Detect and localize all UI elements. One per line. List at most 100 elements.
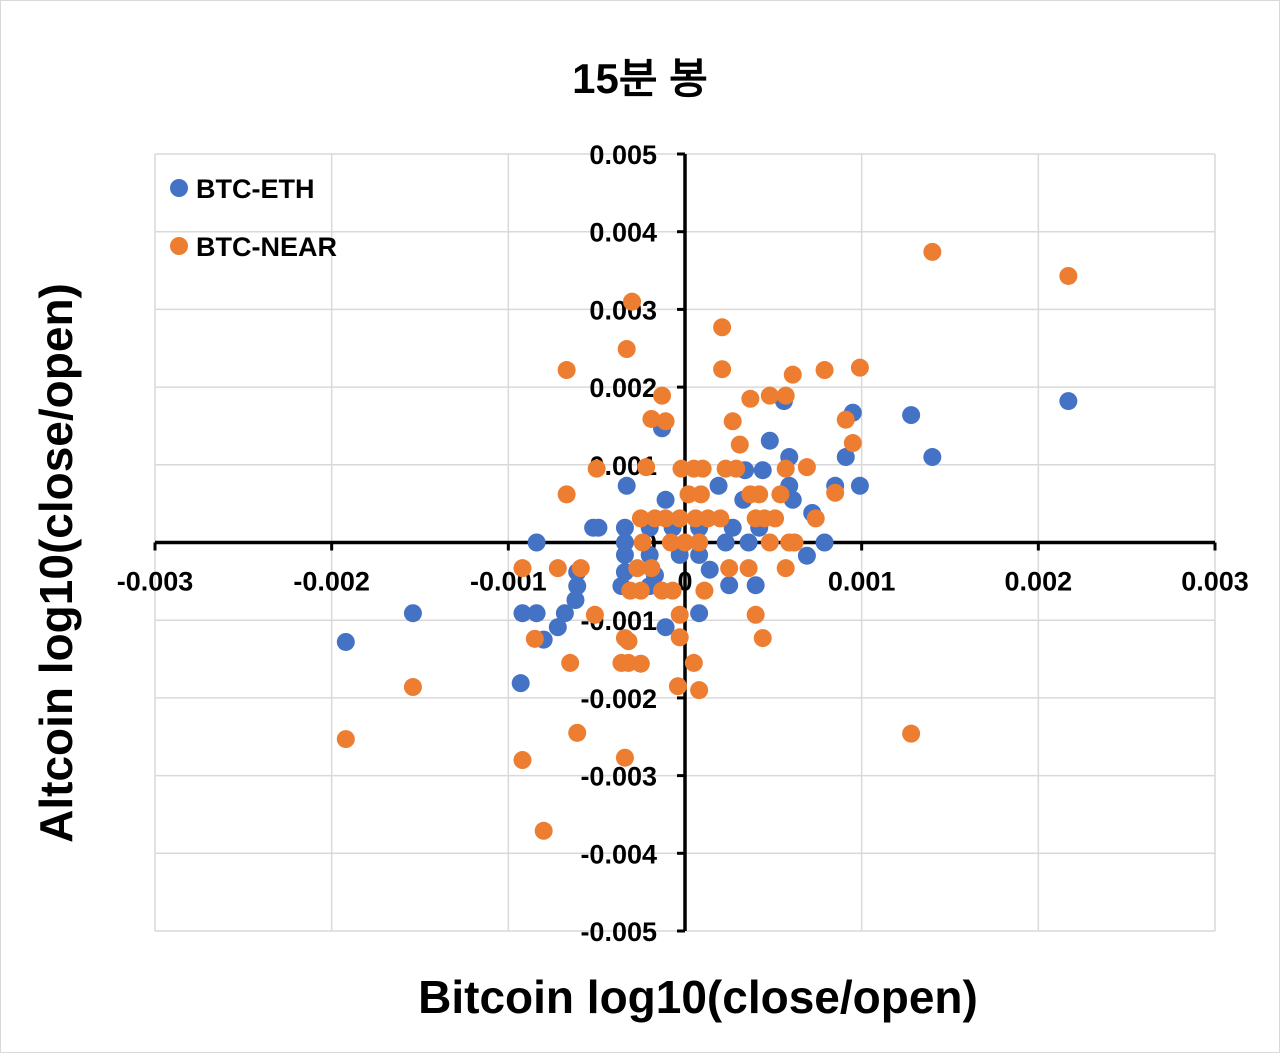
data-point-btc-near	[693, 459, 712, 478]
data-point-btc-near	[686, 509, 705, 528]
x-tick-label: 0.002	[1005, 567, 1073, 597]
x-axis-title: Bitcoin log10(close/open)	[418, 971, 978, 1023]
data-point-btc-near	[585, 605, 604, 624]
x-tick-label: 0.001	[828, 567, 896, 597]
data-point-btc-eth	[1059, 392, 1078, 411]
data-point-btc-near	[797, 458, 816, 477]
data-point-btc-near	[619, 632, 638, 651]
data-points	[336, 242, 1078, 840]
y-tick-label: -0.005	[580, 917, 657, 947]
data-point-btc-near	[633, 533, 652, 552]
data-point-btc-near	[631, 581, 650, 600]
data-point-btc-near	[534, 821, 553, 840]
data-point-btc-near	[679, 485, 698, 504]
data-point-btc-eth	[615, 545, 634, 564]
data-point-btc-near	[672, 459, 691, 478]
data-point-btc-near	[741, 389, 760, 408]
data-point-btc-near	[806, 509, 825, 528]
x-tick-label: 0.003	[1181, 567, 1249, 597]
data-point-btc-near	[1059, 266, 1078, 285]
data-point-btc-near	[727, 459, 746, 478]
data-point-btc-near	[663, 581, 682, 600]
legend-marker-btc-eth	[170, 179, 188, 197]
legend-label-btc-eth: BTC-ETH	[196, 174, 314, 204]
data-point-btc-near	[843, 434, 862, 453]
data-point-btc-eth	[760, 431, 779, 450]
data-point-btc-near	[760, 533, 779, 552]
data-point-btc-near	[730, 435, 749, 454]
data-point-btc-near	[771, 485, 790, 504]
data-point-btc-near	[403, 678, 422, 697]
data-point-btc-near	[766, 509, 785, 528]
data-point-btc-eth	[690, 545, 709, 564]
data-point-btc-near	[656, 509, 675, 528]
y-tick-label: -0.004	[580, 839, 657, 869]
data-point-btc-near	[815, 361, 834, 380]
data-point-btc-eth	[902, 406, 921, 425]
data-point-btc-eth	[548, 618, 567, 637]
data-point-btc-eth	[589, 518, 608, 537]
data-point-btc-eth	[656, 490, 675, 509]
data-point-btc-near	[850, 358, 869, 377]
data-point-btc-near	[628, 559, 647, 578]
data-point-btc-near	[690, 533, 709, 552]
data-point-btc-eth	[746, 576, 765, 595]
data-point-btc-near	[631, 509, 650, 528]
data-point-btc-eth	[716, 533, 735, 552]
data-point-btc-eth	[511, 674, 530, 693]
data-point-btc-eth	[723, 518, 742, 537]
data-point-btc-near	[631, 654, 650, 673]
legend-label-btc-near: BTC-NEAR	[196, 232, 337, 262]
legend: BTC-ETH BTC-NEAR	[170, 174, 337, 262]
data-point-btc-near	[561, 653, 580, 672]
data-point-btc-near	[713, 360, 732, 379]
data-point-btc-eth	[720, 576, 739, 595]
data-point-btc-eth	[403, 604, 422, 623]
data-point-btc-eth	[617, 476, 636, 495]
data-point-btc-near	[670, 628, 689, 647]
data-point-btc-near	[336, 730, 355, 749]
data-point-btc-near	[783, 365, 802, 384]
data-point-btc-near	[568, 723, 587, 742]
data-point-btc-near	[587, 459, 606, 478]
data-point-btc-eth	[656, 618, 675, 637]
data-point-btc-near	[617, 340, 636, 359]
y-tick-label: -0.003	[580, 762, 657, 792]
y-tick-label: 0.002	[589, 373, 657, 403]
x-tick-label: -0.003	[117, 567, 194, 597]
data-point-btc-eth	[700, 560, 719, 579]
data-point-btc-eth	[815, 533, 834, 552]
data-point-btc-near	[653, 386, 672, 405]
data-point-btc-near	[785, 533, 804, 552]
legend-marker-btc-near	[170, 237, 188, 255]
data-point-btc-eth	[615, 518, 634, 537]
data-point-btc-near	[836, 410, 855, 429]
data-point-btc-near	[713, 318, 732, 337]
data-point-btc-near	[513, 751, 532, 770]
data-point-btc-near	[690, 681, 709, 700]
data-point-btc-eth	[709, 476, 728, 495]
data-point-btc-eth	[923, 448, 942, 467]
data-point-btc-near	[776, 386, 795, 405]
y-tick-label: 0.004	[589, 218, 657, 248]
x-tick-label: -0.002	[293, 567, 370, 597]
data-point-btc-near	[684, 653, 703, 672]
data-point-btc-eth	[836, 448, 855, 467]
data-point-btc-near	[698, 509, 717, 528]
data-point-btc-eth	[850, 476, 869, 495]
data-point-btc-near	[637, 458, 656, 477]
data-point-btc-near	[776, 559, 795, 578]
data-point-btc-near	[760, 386, 779, 405]
data-point-btc-near	[753, 629, 772, 648]
data-point-btc-near	[668, 677, 687, 696]
data-point-btc-near	[739, 559, 758, 578]
data-point-btc-near	[513, 559, 532, 578]
data-point-btc-near	[656, 412, 675, 431]
data-point-btc-near	[711, 509, 730, 528]
y-axis-title: Altcoin log10(close/open)	[30, 283, 82, 843]
data-point-btc-eth	[336, 632, 355, 651]
data-point-btc-near	[557, 361, 576, 380]
chart-title: 15분 봉	[572, 55, 708, 102]
data-point-btc-near	[695, 581, 714, 600]
